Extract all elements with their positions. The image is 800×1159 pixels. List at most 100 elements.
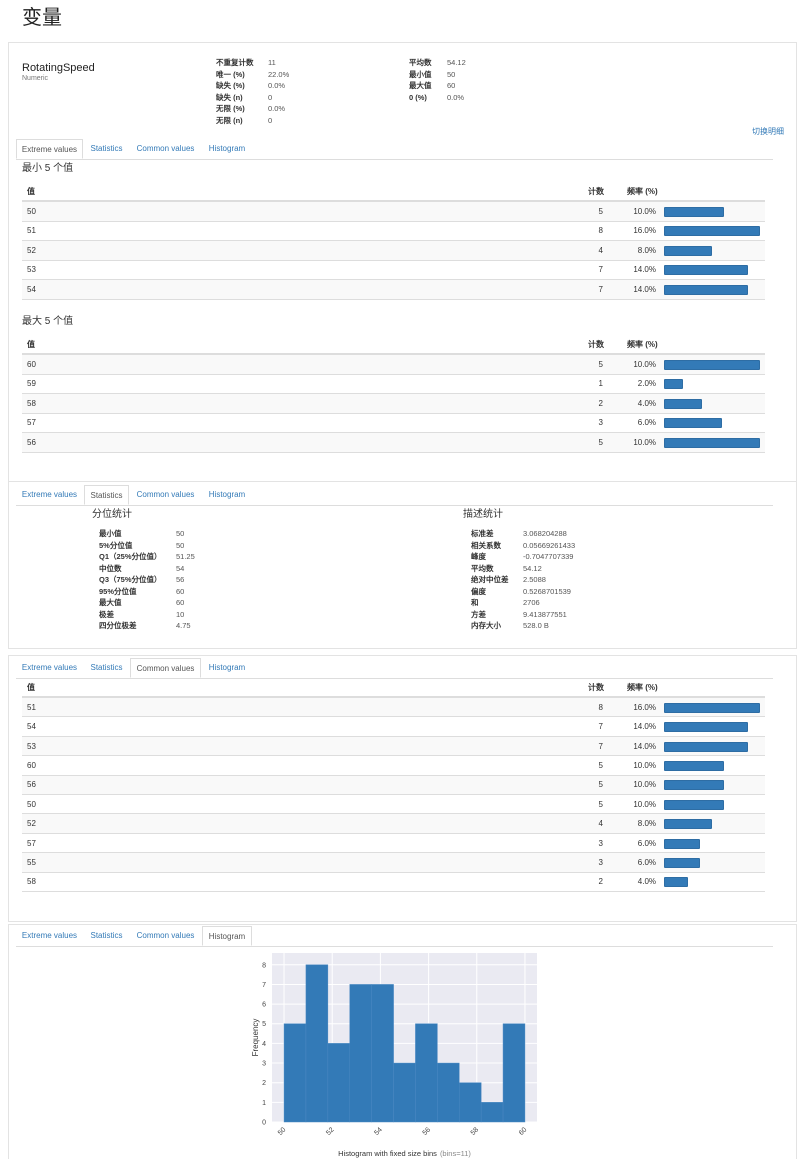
tab[interactable]: Histogram — [208, 663, 246, 672]
header-cell: 计数 — [588, 187, 604, 196]
cell-freq: 2.0% — [637, 379, 656, 389]
toggle-link[interactable]: 切换明细 — [752, 127, 784, 136]
histogram-bar — [415, 1023, 438, 1123]
header-cell: 频率 (%) — [627, 340, 658, 349]
cell-freq: 4.0% — [637, 398, 656, 408]
rule — [22, 696, 765, 698]
cell-value: 51 — [27, 226, 36, 236]
cell-value: 53 — [27, 265, 36, 275]
cell-value: 53 — [27, 741, 36, 751]
cell-value: 52 — [27, 245, 36, 255]
row — [22, 872, 765, 892]
tab[interactable]: Common values — [136, 144, 195, 153]
cell-value: 57 — [27, 418, 36, 428]
histogram-bar — [283, 1023, 307, 1123]
tab[interactable]: Extreme values — [21, 490, 78, 499]
cell-value: 56 — [27, 437, 36, 447]
row — [22, 241, 765, 261]
freq-bar — [664, 398, 703, 409]
tab[interactable]: Common values — [136, 931, 195, 940]
stat-label: Q1（25%分位值） — [99, 552, 162, 561]
row — [22, 260, 765, 280]
row — [22, 413, 765, 433]
y-tick-label: 8 — [262, 962, 266, 969]
stat-label: 方差 — [471, 609, 486, 619]
stat-label: 峰度 — [471, 552, 486, 561]
tab[interactable]: Statistics — [90, 663, 123, 672]
stat-value: 3.068204288 — [523, 529, 567, 538]
tab[interactable]: Histogram — [208, 490, 246, 499]
tab[interactable]: Histogram — [208, 144, 246, 153]
x-tick-label: 60 — [518, 1126, 529, 1137]
overview-label: 0 (%) — [409, 92, 427, 102]
x-axis-label-note: (bins=11) — [440, 1149, 471, 1158]
overview-value: 0.0% — [447, 92, 465, 102]
tab[interactable]: Extreme values — [21, 663, 78, 672]
cell-value: 50 — [27, 799, 36, 809]
freq-bar — [664, 838, 700, 849]
y-tick-label: 4 — [262, 1041, 266, 1048]
x-tick-label: 54 — [373, 1126, 384, 1137]
row — [22, 775, 765, 795]
stat-value: -0.7047707339 — [523, 552, 574, 561]
stat-value: 54.12 — [523, 563, 542, 573]
overview-value: 0.0% — [268, 81, 286, 91]
tab[interactable]: Common values — [136, 490, 195, 499]
stat-label: 四分位极差 — [99, 621, 137, 630]
freq-bar — [664, 760, 724, 771]
histogram-bar — [502, 1023, 526, 1123]
cell-freq: 8.0% — [637, 245, 656, 255]
overview-label: 最大值 — [409, 81, 432, 91]
cell-count: 3 — [598, 857, 603, 867]
overview-label: 不重复计数 — [216, 58, 254, 67]
tab[interactable]: Histogram — [202, 926, 252, 946]
stat-value: 0.5268701539 — [523, 586, 571, 596]
cell-count: 7 — [598, 284, 603, 294]
section-title: 最小 5 个值 — [22, 163, 74, 174]
stat-label: Q3（75%分位值） — [99, 575, 162, 584]
overview-label: 无限 (%) — [216, 104, 245, 114]
cell-freq: 10.0% — [633, 437, 656, 447]
tab[interactable]: Statistics — [84, 485, 129, 505]
freq-bar — [664, 206, 724, 217]
histogram-bar — [371, 984, 394, 1123]
cell-value: 60 — [27, 760, 36, 770]
tab-line — [16, 159, 773, 160]
stat-value: 50 — [176, 540, 185, 550]
card — [8, 924, 797, 1159]
cell-value: 59 — [27, 379, 36, 389]
cell-freq: 16.0% — [633, 226, 656, 236]
cell-freq: 4.0% — [637, 877, 656, 887]
cell-value: 57 — [27, 838, 36, 848]
cell-count: 7 — [598, 265, 603, 275]
overview-value: 0 — [268, 116, 273, 125]
freq-bar — [664, 722, 748, 733]
cell-count: 5 — [598, 760, 603, 770]
y-tick-label: 7 — [262, 982, 266, 989]
header-cell: 值 — [27, 683, 35, 692]
cell-freq: 16.0% — [633, 702, 656, 712]
tab[interactable]: Extreme values — [16, 139, 83, 159]
freq-bar — [664, 799, 724, 810]
section-title: 描述统计 — [463, 509, 503, 520]
tab[interactable]: Common values — [130, 658, 201, 678]
tab[interactable]: Extreme values — [21, 931, 78, 940]
section-title: 最大 5 个值 — [22, 316, 74, 327]
tab[interactable]: Statistics — [90, 144, 123, 153]
tab[interactable]: Statistics — [90, 931, 123, 940]
row — [22, 833, 765, 854]
y-tick-label: 6 — [262, 1002, 266, 1009]
freq-bar — [664, 265, 748, 276]
histogram-bar — [393, 1062, 416, 1123]
stat-value: 2.5088 — [523, 575, 546, 584]
overview-value: 60 — [447, 81, 456, 91]
cell-count: 8 — [598, 702, 603, 712]
freq-bar — [664, 877, 688, 888]
header-cell: 值 — [27, 340, 35, 349]
variable-type: Numeric — [22, 75, 49, 82]
freq-bar — [664, 741, 748, 752]
cell-value: 54 — [27, 284, 36, 294]
cell-value: 56 — [27, 780, 36, 790]
